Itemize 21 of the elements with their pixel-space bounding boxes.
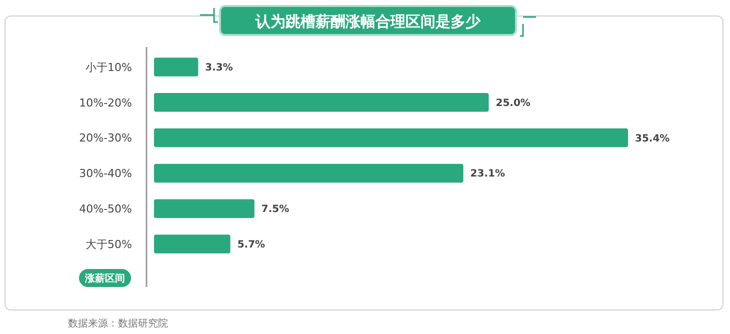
data-label: 23.1% bbox=[470, 168, 506, 180]
bar bbox=[154, 234, 230, 254]
data-label: 3.3% bbox=[205, 62, 233, 74]
y-tick-label: 小于10% bbox=[86, 60, 132, 74]
y-tick-label: 大于50% bbox=[86, 238, 132, 251]
data-label: 35.4% bbox=[635, 133, 670, 144]
y-tick-label: 10%-20% bbox=[79, 96, 132, 110]
bar bbox=[154, 128, 628, 148]
chart-title: 认为跳槽薪酬涨幅合理区间是多少 bbox=[254, 12, 482, 30]
y-tick-label: 20%-30% bbox=[79, 132, 132, 145]
y-tick-label: 40%-50% bbox=[79, 202, 132, 216]
bar bbox=[154, 93, 489, 112]
source-note: 数据来源：数据研究院 bbox=[68, 318, 168, 330]
bar bbox=[154, 199, 254, 218]
bar bbox=[154, 164, 464, 183]
y-tick-label: 30%-40% bbox=[79, 167, 132, 180]
y-axis-title: 涨薪区间 bbox=[84, 272, 125, 284]
data-label: 5.7% bbox=[237, 240, 266, 250]
data-label: 25.0% bbox=[496, 98, 530, 109]
bar bbox=[154, 58, 198, 76]
data-label: 7.5% bbox=[261, 204, 290, 216]
